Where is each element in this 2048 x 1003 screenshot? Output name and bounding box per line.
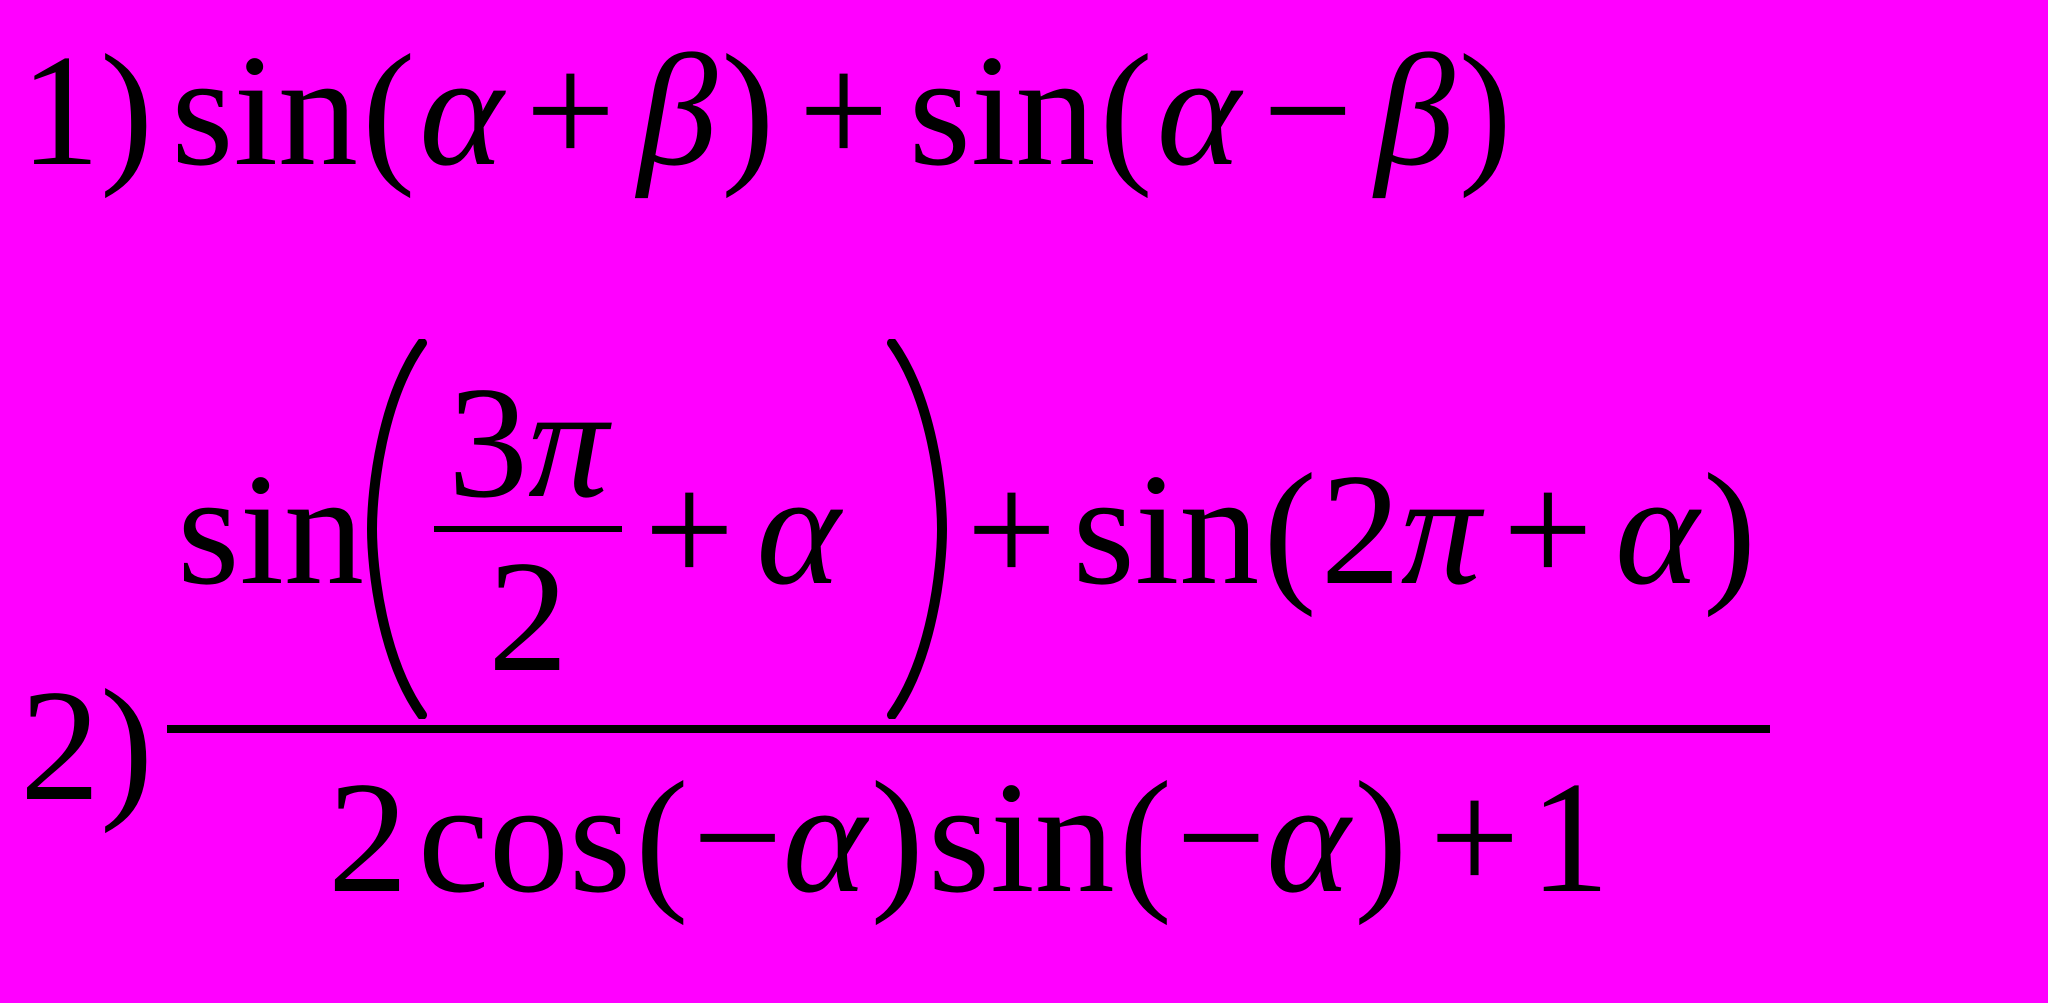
rparen: ) <box>717 30 778 190</box>
two: 2 <box>488 527 568 705</box>
neg: − <box>1176 757 1266 917</box>
beta: β <box>638 30 718 190</box>
pi: π <box>1401 449 1481 609</box>
lparen: ( <box>358 30 419 190</box>
alpha: α <box>783 757 867 917</box>
sin-text: sin <box>909 30 1096 190</box>
alpha: α <box>419 30 503 190</box>
alpha: α <box>1157 30 1241 190</box>
frac-3pi-over-2: 3 π 2 <box>434 358 622 700</box>
eq2-numerator: sin 3 π 2 <box>167 333 1770 725</box>
sin-text: sin <box>1073 449 1260 609</box>
minus: − <box>1263 30 1353 190</box>
neg: − <box>692 757 782 917</box>
beta: β <box>1375 30 1455 190</box>
one: 1 <box>1530 757 1610 917</box>
plus: + <box>644 449 734 609</box>
plus: + <box>1503 449 1593 609</box>
plus: + <box>525 30 615 190</box>
sin-text: sin <box>177 449 364 609</box>
lparen: ( <box>1095 30 1156 190</box>
eq1-label: 1) <box>20 30 153 190</box>
rparen: ) <box>1455 30 1516 190</box>
alpha: α <box>1266 757 1350 917</box>
equation-1: 1) sin ( α + β ) + sin ( α − β ) <box>20 30 1516 190</box>
alpha: α <box>756 449 840 609</box>
alpha: α <box>1615 449 1699 609</box>
sin-text: sin <box>928 757 1115 917</box>
eq2-denominator: 2 cos ( − α ) sin ( − α ) + 1 <box>318 733 1620 927</box>
eq2-label: 2) <box>20 665 153 825</box>
rparen-tall-icon <box>880 339 950 719</box>
rparen: ) <box>867 757 928 917</box>
rparen: ) <box>1350 757 1411 917</box>
plus: + <box>798 30 888 190</box>
two: 2 <box>328 757 408 917</box>
plus: + <box>966 449 1056 609</box>
sin-text: sin <box>171 30 358 190</box>
plus: + <box>1429 757 1519 917</box>
lparen: ( <box>1259 449 1320 609</box>
lparen-tall-icon <box>364 339 434 719</box>
cos-text: cos <box>418 757 631 917</box>
math-canvas: 1) sin ( α + β ) + sin ( α − β ) 2) sin <box>0 0 2048 1003</box>
big-paren-group: 3 π 2 + α <box>364 339 950 719</box>
rparen: ) <box>1699 449 1760 609</box>
eq2-frac-bar <box>167 725 1770 733</box>
eq2-fraction: sin 3 π 2 <box>167 333 1770 927</box>
pi: π <box>528 362 608 522</box>
lparen: ( <box>1115 757 1176 917</box>
two: 2 <box>1321 449 1401 609</box>
equation-2: 2) sin 3 π <box>20 260 1770 980</box>
three: 3 <box>448 362 528 522</box>
lparen: ( <box>631 757 692 917</box>
